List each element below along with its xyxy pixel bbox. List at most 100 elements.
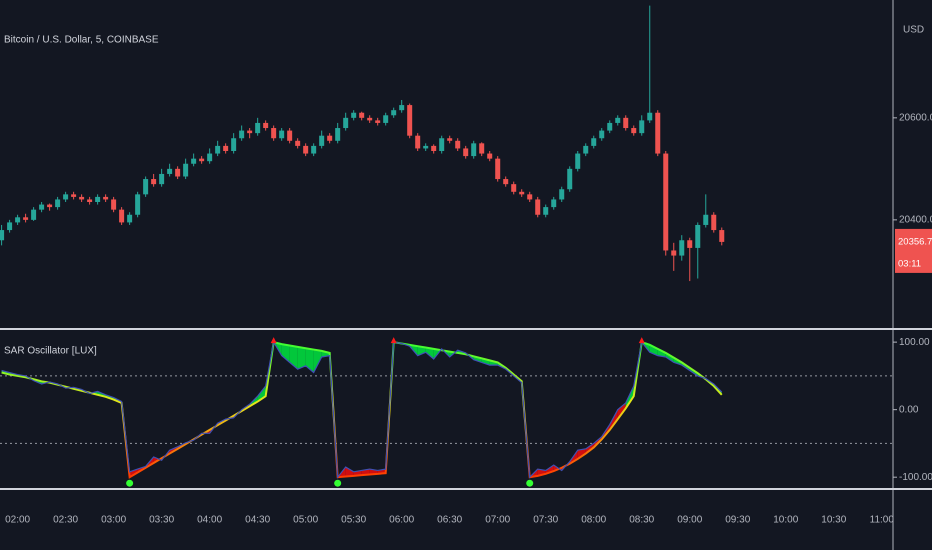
candle-body	[319, 135, 325, 146]
candle-body	[607, 122, 613, 131]
oscillator-fill	[281, 344, 290, 363]
candle-body	[39, 204, 45, 210]
candle-body	[199, 158, 205, 162]
oscillator-fill	[345, 467, 354, 477]
x-tick-label: 02:00	[5, 515, 30, 526]
last-price-label: 20356.77	[898, 236, 932, 247]
oscillator-fill	[425, 347, 434, 360]
symbol-title: Bitcoin / U.S. Dollar, 5, COINBASE	[4, 35, 159, 46]
y-tick-label: 20600.00	[899, 112, 932, 123]
candle-body	[111, 199, 117, 210]
x-tick-label: 06:00	[389, 515, 414, 526]
candle-body	[479, 143, 485, 154]
oscillator-fill	[297, 346, 306, 370]
candle-body	[719, 230, 725, 242]
candle-body	[279, 130, 285, 139]
top-marker	[390, 337, 397, 344]
candle-body	[431, 145, 437, 151]
candle-body	[151, 179, 157, 185]
x-tick-label: 10:30	[821, 515, 846, 526]
candle-body	[375, 120, 381, 123]
x-tick-label: 02:30	[53, 515, 78, 526]
candle-body	[391, 110, 397, 116]
candle-body	[471, 143, 477, 157]
x-tick-label: 07:30	[533, 515, 558, 526]
candle-body	[55, 199, 61, 208]
candle-body	[287, 130, 293, 141]
candle-body	[511, 184, 517, 192]
oscillator-fill	[665, 352, 674, 363]
candle-body	[47, 204, 53, 208]
bottom-marker	[126, 479, 134, 487]
candle-body	[487, 153, 493, 159]
candle-body	[127, 214, 133, 223]
x-tick-label: 04:00	[197, 515, 222, 526]
candle-body	[591, 138, 597, 146]
candle-body	[383, 115, 389, 123]
candle-body	[191, 158, 197, 164]
candle-body	[239, 130, 245, 139]
countdown-label: 03:11	[898, 258, 921, 269]
candle-body	[327, 135, 333, 141]
candle-body	[119, 209, 125, 223]
candle-body	[679, 240, 685, 256]
candle-body	[495, 158, 501, 180]
candle-body	[351, 112, 357, 118]
x-tick-label: 09:30	[725, 515, 750, 526]
candle-body	[599, 130, 605, 139]
candle-body	[335, 128, 341, 141]
candle-body	[455, 140, 461, 149]
x-tick-label: 05:00	[293, 515, 318, 526]
oscillator-signal-line	[1, 340, 723, 479]
indicator-title: SAR Oscillator [LUX]	[4, 346, 97, 357]
candle-body	[103, 196, 109, 200]
candle-body	[367, 117, 373, 121]
candle-body	[255, 122, 261, 134]
candle-body	[639, 120, 645, 134]
candle-body	[439, 138, 445, 151]
oscillator-fill	[609, 409, 618, 430]
candle-body	[407, 105, 413, 136]
candle-body	[311, 145, 317, 154]
candle-body	[271, 128, 277, 139]
candle-body	[263, 122, 269, 129]
candle-body	[711, 214, 717, 231]
top-marker	[638, 337, 645, 344]
candle-body	[631, 128, 637, 134]
candle-body	[87, 199, 93, 203]
candle-body	[535, 199, 541, 215]
candle-body	[447, 138, 453, 141]
candle-body	[423, 145, 429, 149]
x-tick-label: 05:30	[341, 515, 366, 526]
candle-body	[143, 179, 149, 195]
candle-body	[247, 130, 253, 134]
candle-body	[95, 196, 101, 203]
candle-body	[655, 112, 661, 154]
candle-body	[663, 153, 669, 251]
candle-body	[0, 230, 5, 241]
candle-body	[63, 194, 69, 200]
oscillator-fill	[417, 346, 426, 356]
candle-body	[567, 168, 573, 190]
candle-body	[15, 217, 21, 223]
top-marker	[270, 337, 277, 344]
candle-body	[159, 173, 165, 185]
y-tick-label: 0.00	[899, 404, 919, 415]
candle-body	[215, 145, 221, 154]
candle-body	[399, 105, 405, 111]
candle-body	[343, 117, 349, 129]
oscillator-fill	[313, 349, 322, 373]
candle-body	[135, 194, 141, 215]
x-tick-label: 07:00	[485, 515, 510, 526]
candle-body	[79, 196, 85, 200]
candle-body	[527, 194, 533, 200]
oscillator-fill	[305, 348, 314, 373]
candle-body	[615, 117, 621, 123]
candle-body	[223, 145, 229, 151]
candle-body	[543, 207, 549, 215]
x-tick-label: 08:30	[629, 515, 654, 526]
x-tick-label: 10:00	[773, 515, 798, 526]
candle-body	[551, 199, 557, 208]
candle-body	[519, 191, 525, 195]
